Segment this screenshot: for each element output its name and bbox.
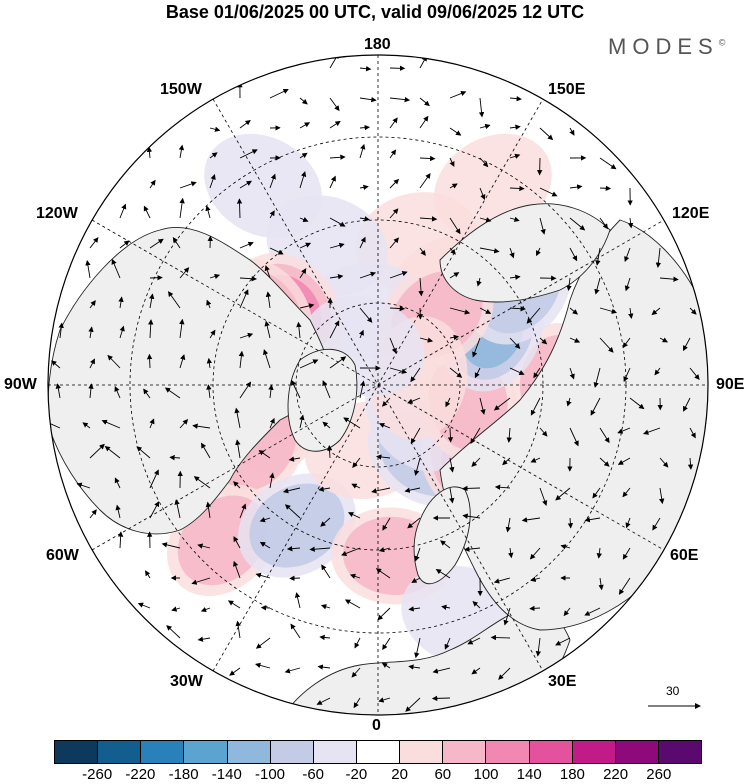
copyright-mark: © xyxy=(719,38,726,48)
colorbar-segment xyxy=(529,741,572,763)
modes-logo: MODES© xyxy=(608,34,725,60)
reference-vector-label: 30 xyxy=(666,684,679,698)
colorbar-segment xyxy=(572,741,615,763)
wind-vector-arrow xyxy=(600,188,610,189)
colorbar-segment xyxy=(183,741,226,763)
colorbar-tick-label: 20 xyxy=(391,766,408,783)
lon-label-30w: 30W xyxy=(170,673,203,691)
wind-vector-arrow xyxy=(433,698,450,699)
lon-label-120w: 120W xyxy=(36,205,78,223)
colorbar-tick-label: -140 xyxy=(212,766,242,783)
colorbar-segment xyxy=(442,741,485,763)
lon-label-120e: 120E xyxy=(672,205,709,223)
wind-vector-arrow xyxy=(150,278,162,279)
colorbar-segment xyxy=(658,741,701,763)
wind-vector-arrow xyxy=(463,488,480,489)
colorbar-segment xyxy=(313,741,356,763)
wind-vector-arrow xyxy=(239,199,240,218)
colorbar-segment xyxy=(140,741,183,763)
lon-label-60e: 60E xyxy=(670,547,698,565)
lon-label-150w: 150W xyxy=(160,81,202,99)
colorbar-segment xyxy=(356,741,399,763)
colorbar-ticks: -260 -220 -180 -140 -100 -60 -20 20 60 100 140 180 2… xyxy=(54,766,702,784)
colorbar-segment xyxy=(615,741,658,763)
colorbar-tick-label: 140 xyxy=(517,766,542,783)
colorbar-tick-label: 220 xyxy=(603,766,628,783)
brand-text: MODES xyxy=(608,34,719,59)
colorbar-tick-label: 60 xyxy=(434,766,451,783)
colorbar-tick-label: -60 xyxy=(302,766,324,783)
colorbar-tick-label: 260 xyxy=(646,766,671,783)
lon-label-90w: 90W xyxy=(4,376,37,394)
lon-label-60w: 60W xyxy=(46,547,79,565)
colorbar-tick-label: -260 xyxy=(82,766,112,783)
colorbar-tick-label: 180 xyxy=(560,766,585,783)
colorbar-tick-label: 100 xyxy=(473,766,498,783)
wind-vector-arrow xyxy=(492,637,511,638)
colorbar-segment xyxy=(97,741,140,763)
wind-vector-arrow xyxy=(149,355,150,368)
colorbar-segment xyxy=(227,741,270,763)
lon-label-90e: 90E xyxy=(716,376,744,394)
lon-label-180: 180 xyxy=(364,36,391,54)
lon-label-0: 0 xyxy=(372,717,381,735)
colorbar-segment xyxy=(485,741,528,763)
colorbar-segment xyxy=(270,741,313,763)
colorbar xyxy=(54,740,702,764)
lon-label-30e: 30E xyxy=(548,673,576,691)
lon-label-150e: 150E xyxy=(548,81,585,99)
colorbar-tick-label: -180 xyxy=(169,766,199,783)
colorbar-tick-label: -220 xyxy=(125,766,155,783)
map-title: Base 01/06/2025 00 UTC, valid 09/06/2025… xyxy=(0,2,750,23)
colorbar-segment xyxy=(399,741,442,763)
colorbar-tick-label: -20 xyxy=(346,766,368,783)
wind-vector-arrow xyxy=(290,578,300,579)
colorbar-segment xyxy=(55,741,97,763)
colorbar-tick-label: -100 xyxy=(255,766,285,783)
